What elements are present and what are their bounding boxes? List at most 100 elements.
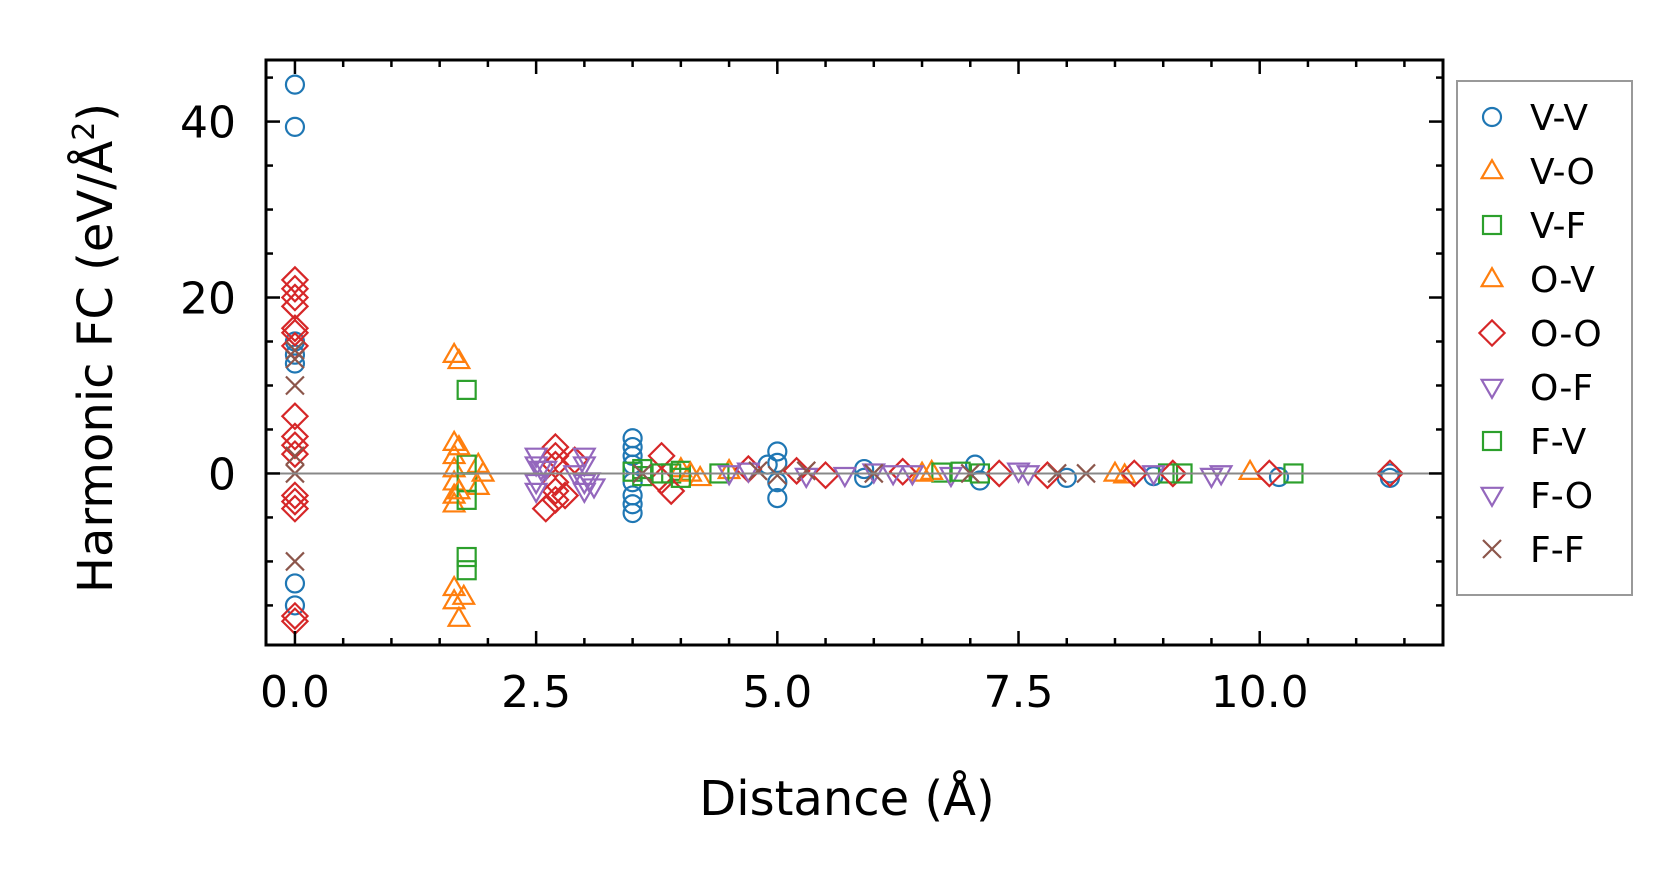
legend-label-o-f: O-F	[1530, 368, 1593, 409]
plot-points	[280, 74, 1405, 636]
point-v-v	[1379, 467, 1401, 488]
x-tick-label: 7.5	[984, 667, 1054, 718]
point-o-o	[541, 476, 570, 506]
plot-frame	[264, 58, 1445, 647]
point-o-o	[531, 494, 560, 523]
point-f-v	[670, 467, 691, 488]
point-f-f	[285, 551, 305, 572]
point-o-v	[1102, 460, 1128, 482]
point-o-o	[985, 459, 1014, 488]
legend-marker-f-o	[1479, 486, 1505, 509]
legend-marker-o-o	[1477, 318, 1507, 348]
point-o-o	[280, 274, 310, 303]
point-v-v	[854, 467, 875, 488]
point-o-o	[280, 494, 310, 523]
point-v-o	[441, 456, 467, 478]
point-f-o	[832, 466, 858, 489]
point-v-o	[446, 605, 472, 627]
y-tick-label: 40	[180, 98, 236, 149]
point-o-v	[446, 434, 472, 456]
point-o-o	[782, 456, 811, 485]
point-v-v	[284, 573, 306, 594]
point-o-o	[280, 402, 310, 431]
legend-marker-v-o	[1479, 157, 1505, 180]
point-o-v	[446, 347, 472, 370]
legend-marker-f-v	[1481, 430, 1503, 452]
legend-label-v-v: V-V	[1530, 98, 1588, 139]
point-v-v	[622, 494, 643, 515]
point-o-o	[541, 432, 570, 462]
point-o-v	[470, 460, 496, 482]
point-v-v	[767, 452, 788, 474]
y-tick-label: 0	[208, 449, 236, 500]
point-o-o	[280, 601, 310, 631]
legend-marker-o-v	[1479, 265, 1505, 288]
legend-box	[1456, 80, 1633, 596]
legend-marker-f-f	[1482, 539, 1502, 559]
legend-label-v-o: V-O	[1530, 152, 1595, 193]
point-v-v	[622, 502, 643, 524]
legend-label-f-v: F-V	[1530, 422, 1587, 463]
point-v-v	[284, 116, 306, 137]
point-o-v	[909, 460, 935, 482]
point-o-o	[1158, 459, 1188, 488]
point-v-o	[1237, 458, 1263, 480]
point-o-f	[523, 456, 549, 478]
point-v-o	[687, 464, 713, 487]
point-v-v	[767, 487, 788, 509]
point-f-f	[285, 446, 305, 466]
point-o-v	[446, 478, 472, 500]
point-o-o	[280, 283, 310, 312]
point-o-o	[280, 314, 310, 343]
x-axis-label: Distance (Å)	[699, 770, 994, 827]
point-o-o	[1120, 459, 1149, 488]
legend-label-o-o: O-O	[1530, 314, 1602, 355]
point-o-o	[1255, 459, 1284, 488]
legend: V-V V-O V-F O-V O-O O-F F-V F-O F-F	[1456, 80, 1633, 596]
point-o-o	[280, 265, 310, 295]
x-tick-label: 2.5	[501, 667, 571, 718]
point-v-v	[1268, 466, 1290, 488]
point-o-o	[1375, 459, 1405, 488]
point-f-o	[1208, 465, 1234, 487]
point-o-f	[900, 465, 925, 487]
y-tick-label: 20	[180, 274, 236, 325]
point-f-f	[748, 461, 768, 481]
point-f-f	[285, 349, 305, 369]
axis-ticks: 0.0 2.5 5.0 7.5 10.0 0 20 40	[180, 60, 1443, 718]
point-f-v	[632, 458, 653, 480]
x-tick-label: 10.0	[1211, 667, 1309, 718]
point-f-o	[880, 465, 906, 487]
point-o-f	[581, 478, 607, 500]
point-o-o	[550, 481, 580, 510]
x-tick-label: 0.0	[260, 667, 330, 718]
point-v-f	[456, 560, 477, 581]
legend-marker-v-f	[1481, 214, 1503, 236]
point-v-f	[456, 379, 477, 400]
point-v-f	[456, 489, 477, 510]
point-v-o	[441, 491, 467, 513]
legend-marker-v-v	[1481, 106, 1503, 128]
point-o-o	[280, 431, 310, 460]
point-o-o	[888, 457, 917, 486]
point-o-o	[280, 487, 310, 516]
point-v-o	[441, 429, 467, 451]
point-o-o	[280, 318, 310, 347]
point-f-f	[796, 461, 817, 481]
point-f-f	[285, 375, 305, 396]
point-f-f	[767, 465, 788, 485]
point-v-v	[284, 74, 306, 95]
point-v-f	[456, 546, 477, 568]
point-f-f	[285, 340, 305, 361]
point-v-v	[767, 441, 788, 462]
legend-label-v-f: V-F	[1530, 206, 1586, 247]
point-o-o	[811, 461, 840, 490]
legend-marker-o-f	[1479, 378, 1505, 401]
legend-label-f-o: F-O	[1530, 476, 1593, 517]
point-f-o	[533, 460, 559, 483]
y-axis-label: Harmonic FC (eV/Å2)	[67, 103, 124, 593]
point-o-o	[280, 422, 310, 451]
x-tick-label: 5.0	[742, 667, 812, 718]
point-o-v	[451, 583, 477, 605]
